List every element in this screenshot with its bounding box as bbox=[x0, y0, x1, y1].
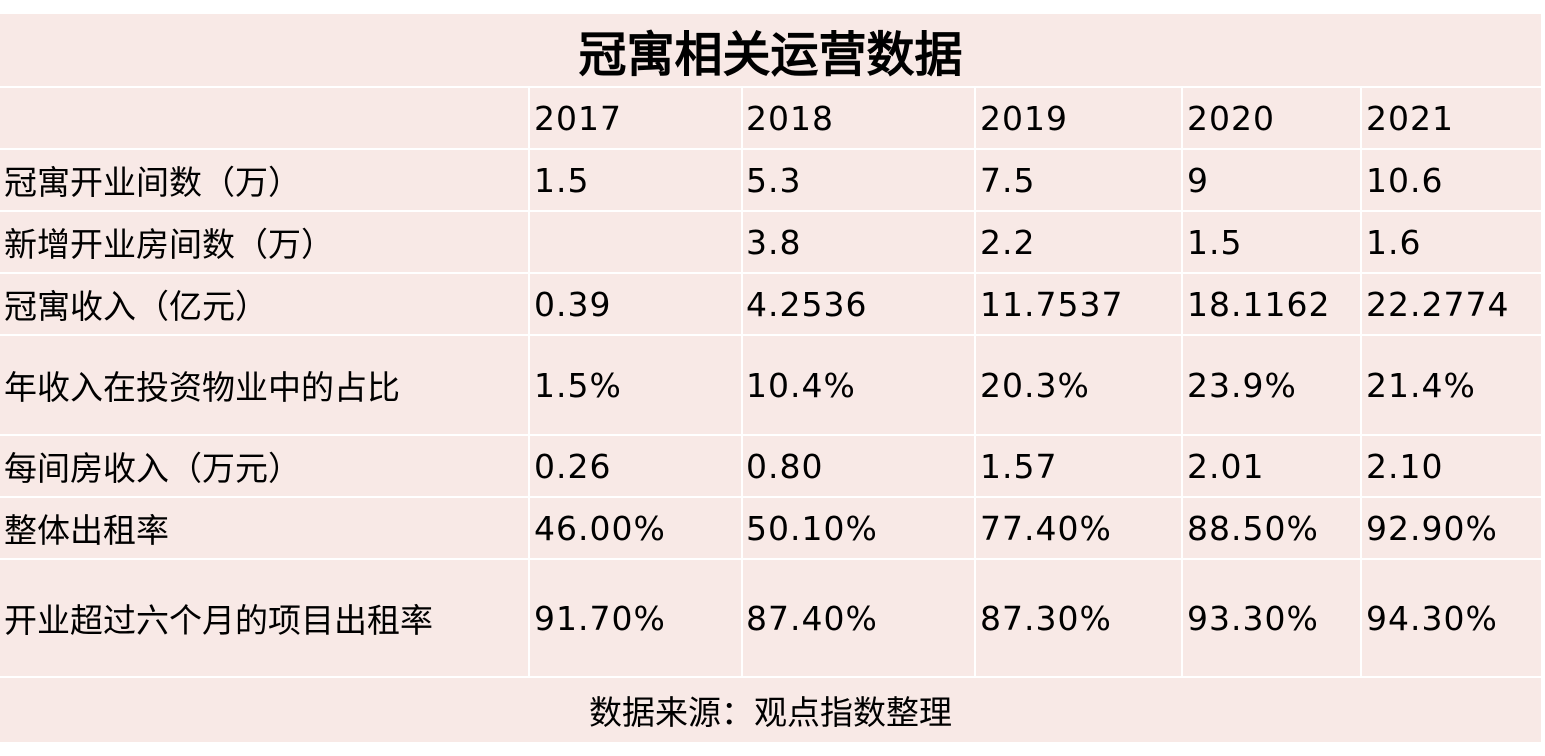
table-cell: 0.39 bbox=[530, 274, 743, 334]
table-cell: 20.3% bbox=[976, 336, 1183, 434]
table-cell: 3.8 bbox=[743, 212, 976, 272]
table-cell: 87.40% bbox=[743, 560, 976, 676]
table-row-new-units: 新增开业房间数（万） 3.8 2.2 1.5 1.6 bbox=[0, 212, 1541, 274]
row-label: 冠寓开业间数（万） bbox=[0, 150, 530, 210]
table-cell: 50.10% bbox=[743, 498, 976, 558]
table-cell: 7.5 bbox=[976, 150, 1183, 210]
table-cell: 5.3 bbox=[743, 150, 976, 210]
header-blank-cell bbox=[0, 88, 530, 148]
column-header-2019: 2019 bbox=[976, 88, 1183, 148]
table-cell: 1.5 bbox=[530, 150, 743, 210]
row-label: 冠寓收入（亿元） bbox=[0, 274, 530, 334]
table-cell: 0.80 bbox=[743, 436, 976, 496]
row-label: 新增开业房间数（万） bbox=[0, 212, 530, 272]
row-label: 每间房收入（万元） bbox=[0, 436, 530, 496]
table-cell: 0.26 bbox=[530, 436, 743, 496]
table-cell: 87.30% bbox=[976, 560, 1183, 676]
table-cell: 1.6 bbox=[1366, 222, 1422, 262]
column-header-2021: 2021 bbox=[1366, 98, 1454, 138]
table-cell: 21.4% bbox=[1366, 365, 1476, 405]
column-header-2017: 2017 bbox=[530, 88, 743, 148]
column-header-2018: 2018 bbox=[743, 88, 976, 148]
table-cell: 77.40% bbox=[976, 498, 1183, 558]
source-note: 数据来源：观点指数整理 bbox=[589, 693, 952, 732]
table-row-revenue-share: 年收入在投资物业中的占比 1.5% 10.4% 20.3% 23.9% 21.4… bbox=[0, 336, 1541, 436]
table-row-occupancy: 整体出租率 46.00% 50.10% 77.40% 88.50% 92.90% bbox=[0, 498, 1541, 560]
table-cell: 10.4% bbox=[743, 336, 976, 434]
header-row: 2017 2018 2019 2020 2021 bbox=[0, 88, 1541, 150]
table-cell: 94.30% bbox=[1366, 598, 1498, 638]
data-table: 冠寓相关运营数据 2017 2018 2019 2020 2021 冠寓开业间数… bbox=[0, 14, 1541, 742]
row-label: 年收入在投资物业中的占比 bbox=[0, 336, 530, 434]
table-cell bbox=[530, 212, 743, 272]
table-row-mature-occupancy: 开业超过六个月的项目出租率 91.70% 87.40% 87.30% 93.30… bbox=[0, 560, 1541, 678]
table-cell: 46.00% bbox=[530, 498, 743, 558]
table-cell: 88.50% bbox=[1183, 498, 1362, 558]
table-cell: 93.30% bbox=[1183, 560, 1362, 676]
table-cell: 23.9% bbox=[1183, 336, 1362, 434]
table-cell: 2.01 bbox=[1183, 436, 1362, 496]
table-cell: 9 bbox=[1183, 150, 1362, 210]
table-cell: 22.2774 bbox=[1366, 284, 1510, 324]
table-cell: 2.2 bbox=[976, 212, 1183, 272]
table-row-revenue-per-unit: 每间房收入（万元） 0.26 0.80 1.57 2.01 2.10 bbox=[0, 436, 1541, 498]
table-row-open-units: 冠寓开业间数（万） 1.5 5.3 7.5 9 10.6 bbox=[0, 150, 1541, 212]
table-cell: 92.90% bbox=[1366, 508, 1498, 548]
table-cell: 11.7537 bbox=[976, 274, 1183, 334]
column-header-2020: 2020 bbox=[1183, 88, 1362, 148]
row-label: 整体出租率 bbox=[0, 498, 530, 558]
table-row-revenue: 冠寓收入（亿元） 0.39 4.2536 11.7537 18.1162 22.… bbox=[0, 274, 1541, 336]
row-label: 开业超过六个月的项目出租率 bbox=[0, 560, 530, 676]
table-cell: 10.6 bbox=[1366, 160, 1444, 200]
table-cell: 91.70% bbox=[530, 560, 743, 676]
table-cell: 18.1162 bbox=[1183, 274, 1362, 334]
table-cell: 1.5% bbox=[530, 336, 743, 434]
table-cell: 1.5 bbox=[1183, 212, 1362, 272]
table-title: 冠寓相关运营数据 bbox=[0, 14, 1541, 88]
table-cell: 4.2536 bbox=[743, 274, 976, 334]
table-cell: 2.10 bbox=[1366, 446, 1444, 486]
table-cell: 1.57 bbox=[976, 436, 1183, 496]
